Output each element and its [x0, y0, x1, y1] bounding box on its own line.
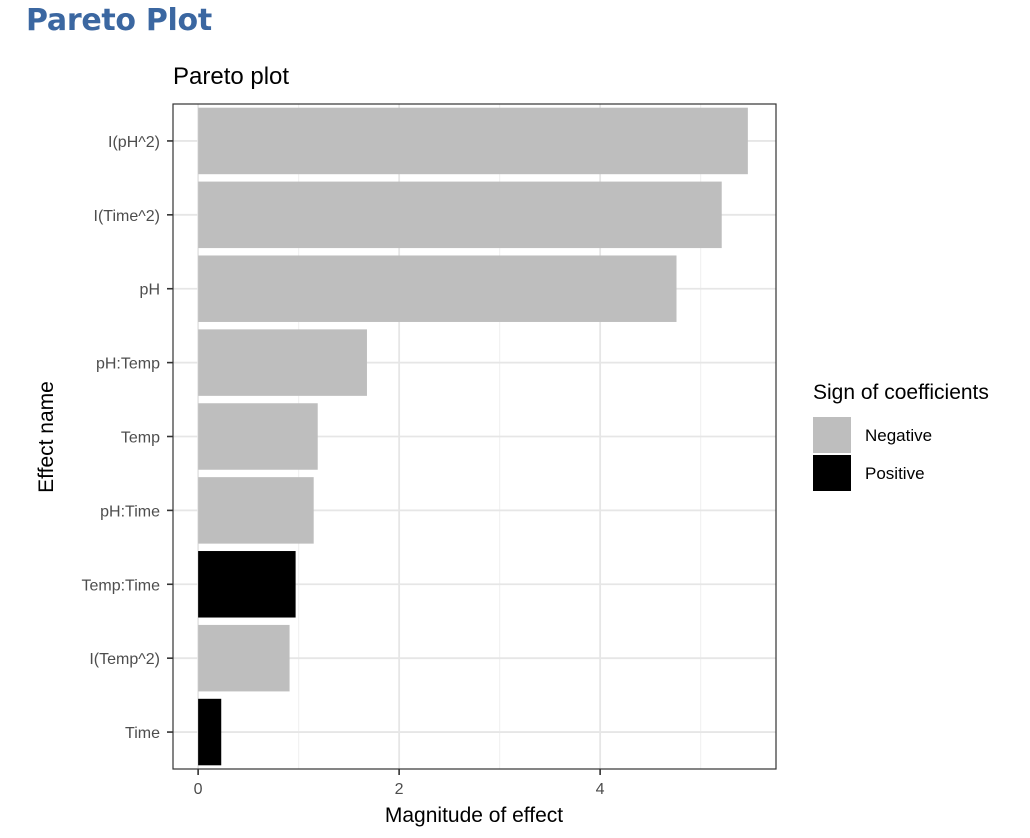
bar-time	[198, 698, 222, 766]
bar-ph	[198, 255, 677, 322]
y-tick-label: Temp:Time	[81, 577, 160, 594]
bar-i-time-2-	[198, 181, 722, 249]
legend: Sign of coefficients Negative Positive	[813, 381, 989, 491]
y-tick-label: I(pH^2)	[108, 134, 160, 151]
x-tick-label: 0	[194, 781, 203, 798]
x-tick-label: 2	[395, 781, 404, 798]
bar-i-temp-2-	[198, 624, 290, 692]
bar-i-ph-2-	[198, 107, 748, 175]
legend-label-positive: Positive	[865, 464, 925, 483]
plot-area: I(pH^2) I(Time^2) pH pH:Temp Temp pH:Time Temp…	[81, 103, 777, 798]
legend-key-negative	[813, 417, 851, 453]
y-tick-label: I(Time^2)	[94, 208, 160, 225]
legend-label-negative: Negative	[865, 426, 932, 445]
y-tick-label: Time	[125, 725, 160, 742]
y-tick-label: Temp	[121, 430, 160, 447]
y-tick-label: pH:Time	[100, 503, 160, 520]
bar-ph-time	[198, 477, 314, 544]
y-axis-label: Effect name	[35, 381, 58, 493]
chart-title: Pareto plot	[173, 63, 289, 90]
y-tick-label: I(Temp^2)	[89, 651, 160, 668]
bar-temp	[198, 403, 318, 470]
bar-ph-temp	[198, 329, 367, 396]
y-tick-label: pH	[140, 282, 160, 299]
x-tick-label: 4	[596, 781, 605, 798]
x-axis-label: Magnitude of effect	[385, 804, 563, 827]
bar-temp-time	[198, 551, 296, 618]
y-tick-label: pH:Temp	[96, 356, 160, 373]
legend-key-positive	[813, 455, 851, 491]
page-heading: Pareto Plot	[26, 3, 212, 38]
legend-title: Sign of coefficients	[813, 381, 989, 404]
